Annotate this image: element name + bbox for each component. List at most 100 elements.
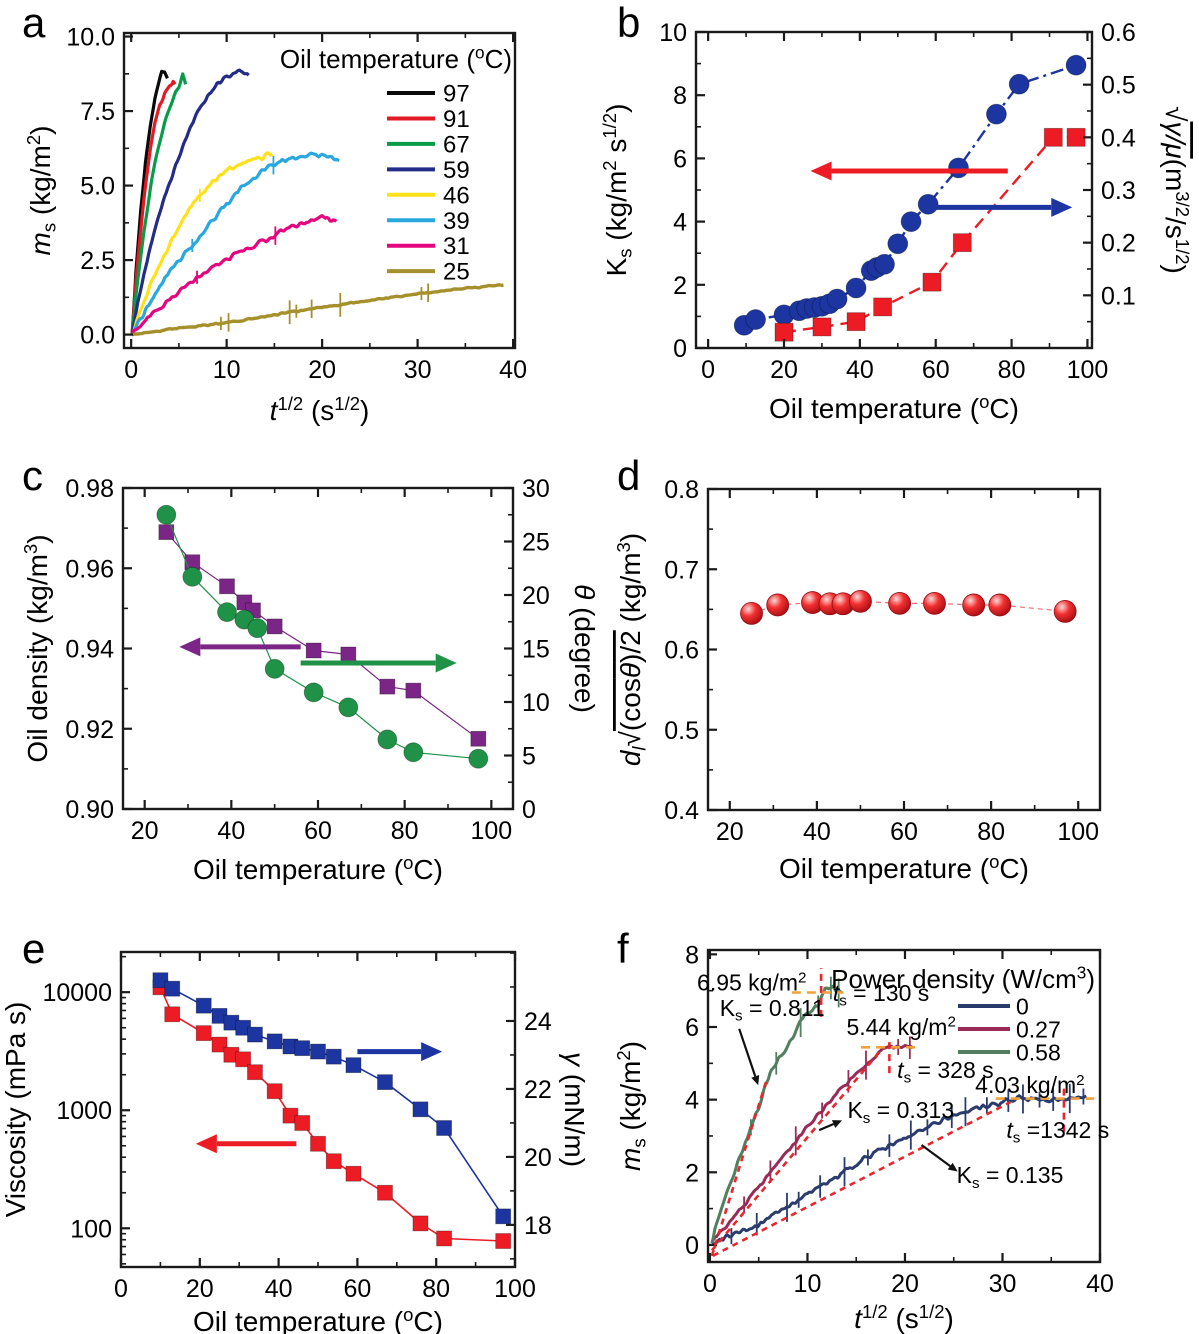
y-tick-label: 100 bbox=[70, 1215, 112, 1243]
axis-box bbox=[706, 487, 1102, 812]
arrow-shaft bbox=[738, 1028, 757, 1077]
y-tick-label: 6 bbox=[673, 145, 687, 173]
marker-sphere bbox=[962, 593, 986, 617]
marker-square bbox=[211, 1036, 228, 1053]
right-tick-label: 0.2 bbox=[1101, 230, 1136, 258]
marker-square bbox=[310, 1043, 326, 1060]
marker-square bbox=[377, 1184, 393, 1201]
y-tick-label: 0.4 bbox=[664, 797, 699, 825]
marker-square bbox=[164, 980, 181, 997]
y-tick-label: 0 bbox=[673, 335, 687, 363]
y-axis-title: Ks (kg/m2 s1/2) bbox=[600, 104, 636, 277]
chart-b: 0 20 40 60 80 100 0 2 4 6 8 10 0.1 0.2 0.3 0.4 0.5 0.6 Oil… bbox=[600, 19, 1193, 424]
marker-circle bbox=[217, 602, 237, 623]
x-tick-label: 40 bbox=[846, 356, 874, 384]
x-tick-label: 60 bbox=[890, 818, 918, 846]
right-axis-title: √γ/μ(m3/2/s1/2) bbox=[1160, 106, 1193, 274]
arrow-head bbox=[810, 161, 832, 181]
marker-circle bbox=[826, 288, 848, 310]
marker-circle bbox=[264, 658, 285, 679]
marker-circle bbox=[1065, 54, 1087, 76]
y-tick-label: 0.8 bbox=[664, 476, 699, 504]
x-tick-label: 0 bbox=[114, 1275, 128, 1303]
curve-67 bbox=[130, 72, 188, 335]
series-59 bbox=[130, 68, 250, 335]
series-line bbox=[165, 531, 479, 740]
y-tick-label: 6 bbox=[685, 1014, 699, 1042]
marker-square bbox=[195, 997, 212, 1014]
marker-circle bbox=[887, 233, 909, 255]
series-Ks-circles bbox=[733, 54, 1087, 336]
marker-square bbox=[325, 1048, 342, 1065]
marker-square bbox=[405, 682, 422, 699]
marker-square bbox=[340, 646, 357, 663]
curve-25 bbox=[131, 283, 504, 337]
axes bbox=[122, 31, 517, 350]
y-tick-label: 5.0 bbox=[80, 173, 115, 201]
x-tick-label: 100 bbox=[1057, 818, 1099, 846]
x-tick-label: 0 bbox=[124, 356, 138, 384]
annotation-text: ts = 328 s bbox=[897, 1057, 993, 1087]
x-tick-label: 60 bbox=[922, 356, 950, 384]
series-67 bbox=[130, 72, 188, 335]
y-tick-label: 1000 bbox=[56, 1097, 112, 1125]
marker-square bbox=[495, 1208, 512, 1225]
marker-square bbox=[377, 1074, 393, 1091]
x-tick-label: 80 bbox=[998, 356, 1026, 384]
panel-a: 0 10 20 30 40 0.0 2.5 5.0 7.5 10.0 t1/2 (s1/2) ms (… bbox=[0, 0, 600, 440]
marker-square bbox=[1066, 127, 1086, 147]
marker-square bbox=[495, 1233, 512, 1249]
y-tick-label: 4 bbox=[685, 1087, 699, 1115]
x-tick-label: 20 bbox=[770, 356, 798, 384]
y-tick-label: 4 bbox=[673, 209, 687, 237]
arrow-head bbox=[179, 637, 201, 657]
panel-e: 0 20 40 60 80 100 100 1000 10000 18 20 22 24 Oil temp… bbox=[0, 890, 600, 1334]
legend: Power density (W/cm3)00.270.58 bbox=[831, 963, 1095, 1066]
x-axis-title: t1/2 (s1/2) bbox=[270, 393, 370, 426]
legend-label-31: 31 bbox=[443, 233, 470, 260]
tick-labels: 20 40 60 80 100 0.90 0.92 0.94 0.96 0.98 0 5 10 15 20 2… bbox=[65, 475, 549, 845]
panel-f: 0 10 20 30 40 0 2 4 6 8 t1/2 (s1/2) ms (kg/m2) Power… bbox=[600, 890, 1199, 1334]
y-tick-label: 2 bbox=[685, 1159, 699, 1187]
marker-circle bbox=[948, 157, 969, 179]
legend-title: Oil temperature (oC) bbox=[280, 43, 512, 74]
marker-square bbox=[345, 1057, 362, 1074]
panel-d: 20 40 60 80 100 0.4 0.5 0.6 0.7 0.8 Oil temperatur… bbox=[600, 440, 1199, 890]
series-layer bbox=[710, 976, 1088, 1246]
axes bbox=[706, 487, 1102, 812]
arrow-head bbox=[195, 1134, 217, 1154]
marker-sphere bbox=[766, 593, 790, 617]
marker-sphere bbox=[740, 601, 763, 625]
x-tick-label: 30 bbox=[989, 1270, 1017, 1298]
marker-sphere bbox=[1053, 599, 1077, 623]
series-viscosity-squares bbox=[152, 979, 512, 1249]
chart-d: 20 40 60 80 100 0.4 0.5 0.6 0.7 0.8 Oil temperatur… bbox=[613, 476, 1102, 884]
series-dl-sqrt-cos-spheres bbox=[740, 589, 1077, 625]
arrow-head bbox=[831, 1120, 843, 1128]
x-tick-label: 10 bbox=[794, 1270, 822, 1298]
x-tick-label: 20 bbox=[308, 356, 336, 384]
series-line bbox=[159, 986, 504, 1242]
marker-circle bbox=[745, 309, 766, 330]
series-91 bbox=[130, 79, 177, 335]
y-tick-label: 8 bbox=[685, 941, 699, 969]
y-tick-label: 0.5 bbox=[664, 717, 699, 745]
chart-c: 20 40 60 80 100 0.90 0.92 0.94 0.96 0.98 0 5 10 15 20 2… bbox=[20, 475, 600, 885]
marker-circle bbox=[403, 742, 424, 763]
marker-circle bbox=[845, 277, 867, 299]
x-tick-label: 0 bbox=[703, 1270, 717, 1298]
axis-box bbox=[122, 31, 517, 350]
series-oil-density-squares bbox=[158, 524, 487, 747]
right-axis-title: θ (degree) bbox=[569, 584, 600, 713]
series-31 bbox=[130, 214, 338, 336]
series-surface-tension-squares bbox=[152, 972, 512, 1225]
marker-square bbox=[266, 1033, 283, 1050]
x-tick-label: 100 bbox=[470, 817, 512, 845]
marker-circle bbox=[1008, 73, 1030, 95]
marker-square bbox=[470, 730, 487, 747]
legend-label-67: 67 bbox=[443, 131, 470, 158]
annotation-text: Ks = 0.135 bbox=[957, 1162, 1064, 1192]
marker-square bbox=[294, 1115, 311, 1131]
x-tick-label: 40 bbox=[1086, 1270, 1114, 1298]
x-tick-label: 30 bbox=[404, 356, 432, 384]
